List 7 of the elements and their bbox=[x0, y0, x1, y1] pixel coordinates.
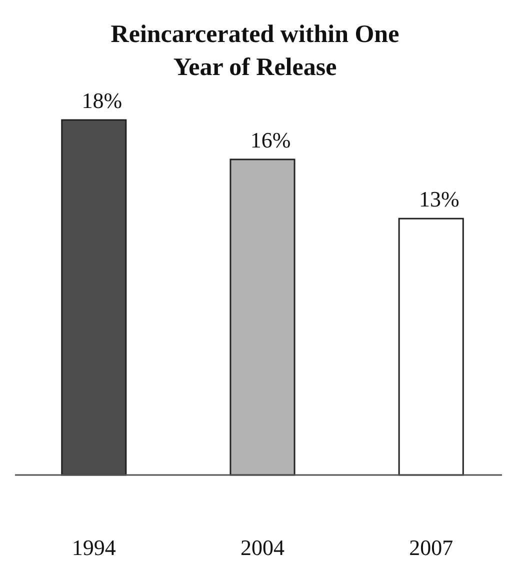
data-label: 18% bbox=[82, 88, 122, 113]
chart-title: Reincarcerated within One Year of Release bbox=[110, 21, 400, 81]
x-tick-label: 1994 bbox=[72, 535, 116, 560]
x-tick-label: 2007 bbox=[409, 535, 454, 560]
data-label: 13% bbox=[418, 186, 460, 212]
data-label: 16% bbox=[250, 127, 291, 152]
x-tick-label: 2004 bbox=[240, 535, 284, 560]
